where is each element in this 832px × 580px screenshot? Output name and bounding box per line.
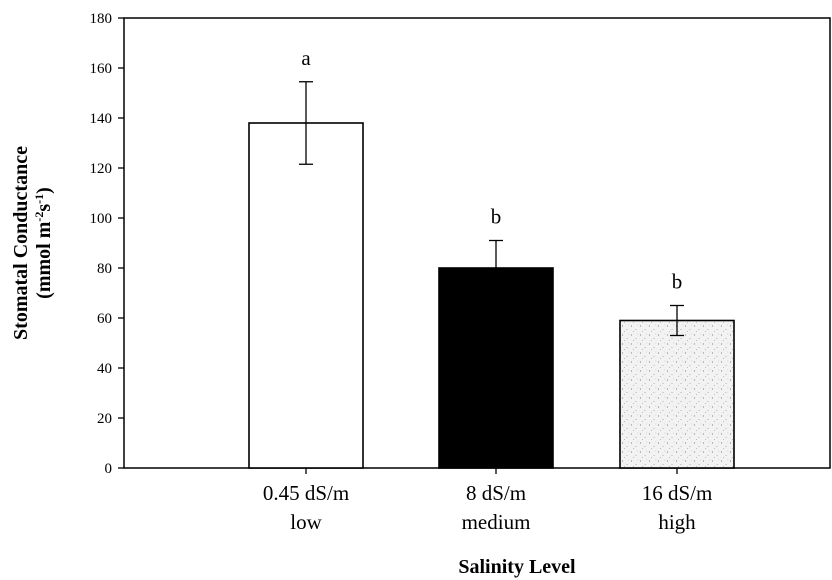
category-labels: 0.45 dS/m low 8 dS/m medium 16 dS/m high: [263, 468, 712, 534]
y-axis-unit-sup1: -2: [32, 212, 46, 222]
category-label-line2: high: [658, 510, 696, 534]
y-tick-label: 100: [90, 211, 113, 227]
category-label-line1: 8 dS/m: [466, 481, 526, 505]
y-tick-label: 180: [90, 11, 113, 27]
y-axis-unit-mid: s: [33, 204, 55, 212]
bar-medium: [439, 268, 553, 468]
y-axis-title-line1: Stomatal Conductance: [10, 146, 32, 340]
significance-letter: a: [301, 46, 311, 70]
y-tick-label: 140: [90, 111, 113, 127]
y-tick-label: 60: [97, 311, 112, 327]
bar-high: [620, 321, 734, 469]
significance-letter: b: [491, 205, 502, 229]
y-tick-label: 160: [90, 61, 113, 77]
y-tick-label: 20: [97, 411, 112, 427]
category-label-line1: 16 dS/m: [642, 481, 713, 505]
bar-low: [249, 123, 363, 468]
category-label-line2: low: [290, 510, 322, 534]
y-tick-label: 0: [105, 461, 113, 477]
x-axis-title: Salinity Level: [458, 556, 576, 578]
y-axis-title-line2: (mmol m-2s-1): [32, 187, 55, 299]
y-axis-unit-suffix: ): [33, 187, 55, 194]
y-tick-label: 40: [97, 361, 112, 377]
y-axis-unit-sup2: -1: [32, 194, 46, 204]
y-axis-unit-prefix: (mmol m: [33, 221, 55, 299]
y-axis-ticks: 0 20 40 60 80 100 120 140 160 180: [90, 11, 125, 477]
category-label-line2: medium: [462, 510, 531, 534]
category-label-line1: 0.45 dS/m: [263, 481, 349, 505]
y-tick-label: 120: [90, 161, 113, 177]
significance-letter: b: [672, 270, 683, 294]
bars-group: a b b: [249, 46, 734, 468]
y-tick-label: 80: [97, 261, 112, 277]
